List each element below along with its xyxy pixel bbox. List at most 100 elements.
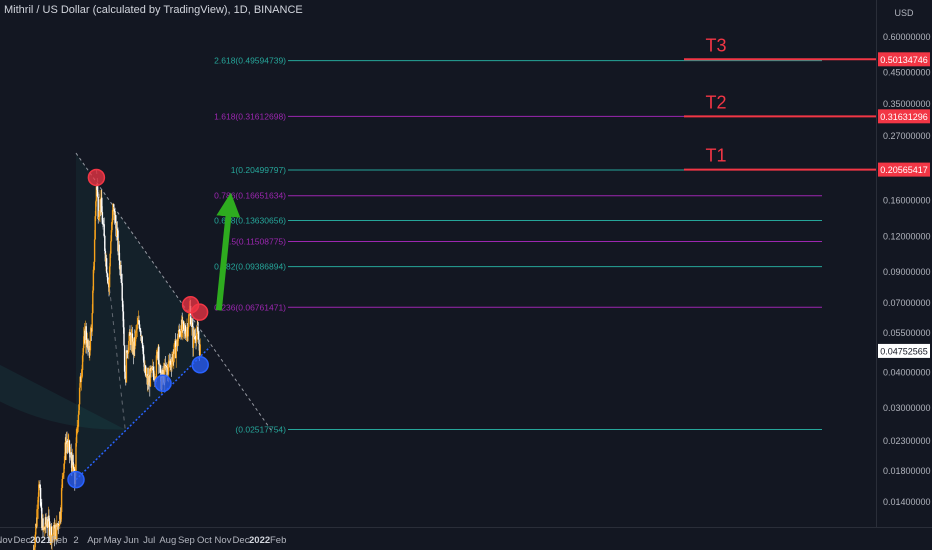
time-tick-label: Dec — [14, 535, 31, 546]
candle-body — [66, 440, 68, 444]
price-tick-label: 0.60000000 — [883, 32, 931, 42]
candle-body — [42, 518, 44, 531]
marker-circle — [191, 356, 209, 374]
candle-body — [43, 527, 45, 530]
candle-body — [167, 362, 170, 375]
candle-body — [113, 207, 116, 221]
candle-body — [127, 352, 129, 354]
candle — [124, 365, 126, 379]
candle-body — [135, 329, 138, 331]
candle-body — [36, 509, 38, 527]
candle — [47, 506, 50, 537]
candle-body — [155, 355, 158, 377]
candle-body — [58, 524, 60, 527]
chart-title: Mithril / US Dollar (calculated by Tradi… — [4, 4, 303, 16]
candle — [130, 329, 132, 353]
candle-body — [121, 283, 123, 301]
candle-body — [70, 452, 72, 461]
target-price-badge — [878, 109, 930, 124]
marker-circle — [190, 303, 209, 321]
target-price-badge — [878, 162, 930, 177]
candle-body — [187, 326, 189, 337]
candle — [66, 431, 68, 453]
candle-body — [192, 331, 195, 348]
candle-body — [149, 368, 152, 387]
candle — [135, 325, 137, 342]
candle — [45, 512, 47, 534]
candle-body — [135, 330, 137, 334]
candle — [42, 514, 44, 538]
candle-body — [98, 213, 101, 217]
candle-body — [35, 523, 37, 535]
candle-body — [101, 212, 104, 224]
candle-body — [51, 535, 53, 543]
last-price-badge — [878, 343, 930, 358]
candle-body — [134, 333, 137, 346]
time-tick-label: Feb — [51, 535, 67, 546]
candle — [125, 350, 128, 383]
projection-arrow — [215, 192, 241, 311]
candle-body — [83, 336, 85, 349]
candle-body — [111, 222, 113, 231]
fib-level-label: 0.5(0.11508775) — [224, 236, 286, 246]
candle-body — [197, 331, 200, 340]
candle-body — [104, 235, 106, 252]
candle-body — [177, 338, 179, 346]
candle-body — [164, 364, 166, 383]
candle-body — [120, 279, 123, 284]
candle-body — [185, 331, 188, 338]
swing-low-marker — [154, 374, 172, 393]
candle — [81, 353, 84, 378]
candle-body — [108, 266, 111, 288]
candle-body — [40, 505, 42, 508]
candle — [39, 484, 42, 508]
candle-body — [138, 324, 141, 330]
target-price-badge-text: 0.31631296 — [880, 112, 928, 122]
candle-body — [92, 290, 94, 314]
candle — [107, 273, 109, 285]
candle-body — [63, 456, 66, 464]
candle-body — [95, 201, 97, 217]
candle — [103, 217, 105, 236]
candle — [60, 484, 63, 522]
candle-body — [75, 443, 77, 472]
candle-body — [49, 535, 51, 538]
candle-body — [128, 332, 131, 342]
candle-body — [173, 343, 176, 354]
candle-body — [165, 365, 168, 369]
candle-body — [171, 359, 173, 368]
candle-body — [85, 326, 87, 340]
candle-body — [60, 487, 63, 513]
candle-body — [39, 484, 41, 488]
candle — [134, 331, 137, 350]
candle-body — [63, 463, 65, 473]
candle-body — [33, 547, 36, 550]
candle-body — [45, 517, 47, 525]
candle-body — [93, 261, 95, 270]
candle-body — [47, 515, 50, 528]
candle-body — [50, 526, 53, 543]
candle — [93, 261, 95, 274]
time-tick-label: Jul — [143, 535, 155, 546]
candle — [126, 344, 128, 359]
candle-body — [198, 339, 200, 344]
candle — [38, 480, 40, 503]
candle — [187, 325, 189, 342]
time-tick-label: Nov — [215, 535, 232, 546]
candle — [199, 338, 201, 358]
candle-body — [69, 453, 71, 455]
candle-body — [38, 484, 40, 497]
candle-body — [88, 346, 90, 353]
candle-body — [141, 335, 143, 343]
candle — [104, 248, 107, 267]
candle-body — [79, 376, 81, 388]
candle-body — [178, 330, 180, 332]
candle — [129, 325, 131, 336]
candle-body — [102, 223, 105, 225]
candle — [62, 475, 64, 489]
candle — [183, 323, 185, 339]
candle — [56, 515, 58, 541]
candle-body — [129, 332, 131, 336]
candle-body — [39, 487, 42, 506]
